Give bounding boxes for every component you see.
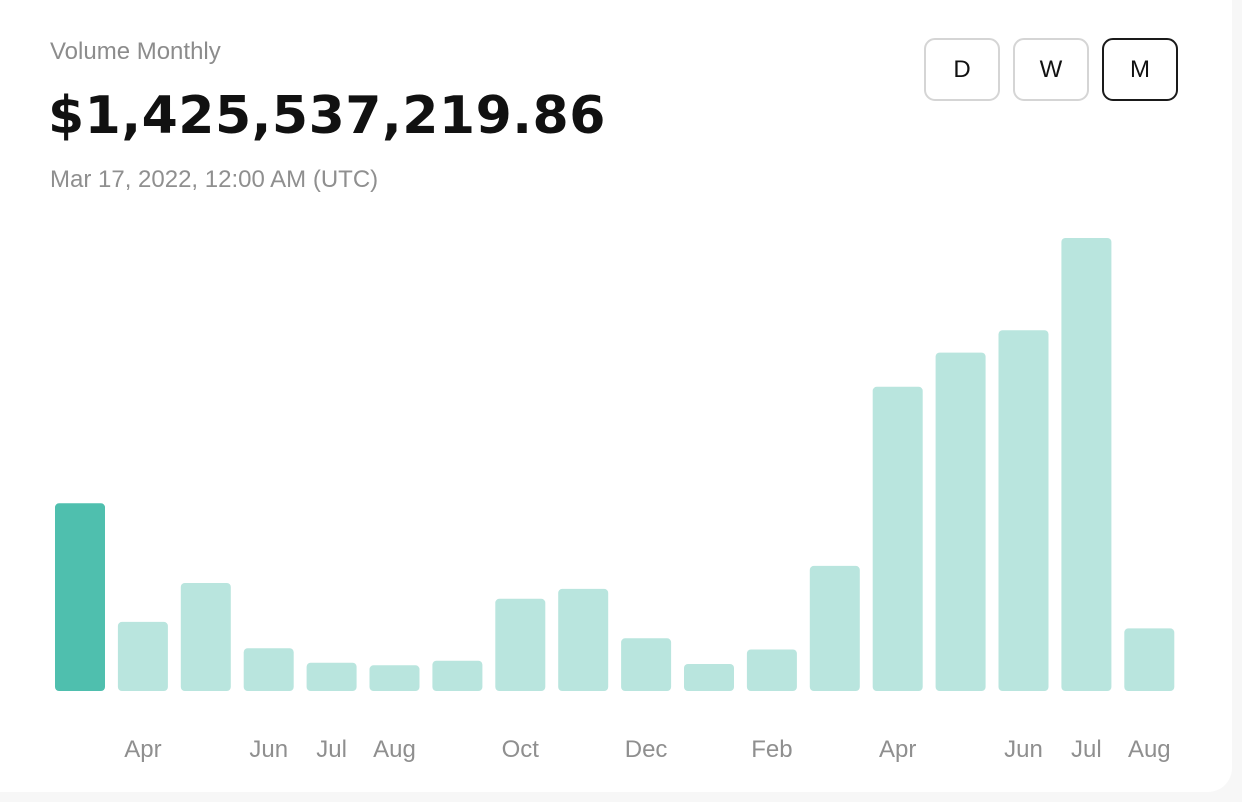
range-week-button[interactable]: W <box>1013 38 1089 101</box>
x-tick-label: Apr <box>879 736 916 763</box>
bar-jun-15[interactable] <box>998 330 1049 691</box>
x-tick-label: Dec <box>625 736 668 763</box>
bar-nov-8[interactable] <box>558 588 609 691</box>
volume-value: $1,425,537,219.86 <box>48 86 606 146</box>
bar-sep-6[interactable] <box>432 660 483 691</box>
bar-aug-17[interactable] <box>1124 628 1175 691</box>
bar-jan-10[interactable] <box>684 664 734 691</box>
bar-jul-16[interactable] <box>1061 238 1112 691</box>
bar-apr-1[interactable] <box>117 621 168 691</box>
bar-apr-13[interactable] <box>872 386 923 691</box>
x-tick-label: Jun <box>1004 736 1043 763</box>
x-tick-label: Jul <box>316 736 347 763</box>
bar-jul-4[interactable] <box>306 662 357 691</box>
x-tick-label: Oct <box>502 736 540 763</box>
bar-aug-5[interactable] <box>369 665 420 691</box>
range-month-button[interactable]: M <box>1102 38 1178 101</box>
bar-may-2[interactable] <box>180 583 231 691</box>
bar-dec-9[interactable] <box>621 638 672 691</box>
selected-date: Mar 17, 2022, 12:00 AM (UTC) <box>50 166 379 193</box>
bar-may-14[interactable] <box>935 352 986 691</box>
x-tick-label: Feb <box>751 736 792 763</box>
bar-mar-0[interactable] <box>55 503 105 691</box>
range-day-button[interactable]: D <box>924 38 1000 101</box>
bar-feb-11[interactable] <box>746 649 797 692</box>
chart-title: Volume Monthly <box>50 38 221 65</box>
volume-card: Volume Monthly $1,425,537,219.86 Mar 17,… <box>48 38 1178 763</box>
x-tick-label: Aug <box>373 736 416 763</box>
x-tick-label: Aug <box>1128 736 1171 763</box>
x-tick-label: Jun <box>249 736 288 763</box>
x-tick-label: Jul <box>1071 736 1102 763</box>
x-tick-label: Apr <box>124 736 161 763</box>
volume-bar-chart: Apr Jun Jul Aug Oct Dec Feb Apr Jun Jul Aug <box>55 238 1175 763</box>
bar-mar-12[interactable] <box>809 565 860 691</box>
bar-jun-3[interactable] <box>243 648 294 691</box>
bar-oct-7[interactable] <box>495 598 546 691</box>
